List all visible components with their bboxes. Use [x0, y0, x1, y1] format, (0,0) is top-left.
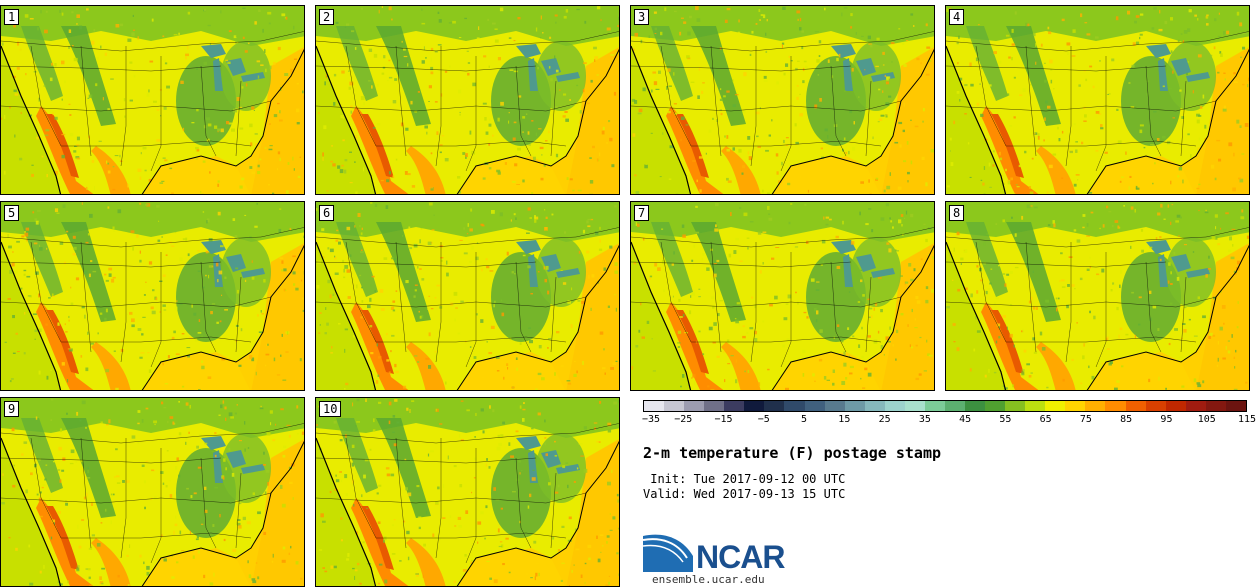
colorbar-tick-label: −15 [714, 414, 733, 425]
temperature-map [1, 6, 304, 194]
colorbar-tick-label: 75 [1079, 414, 1092, 425]
colorbar-segment [985, 401, 1006, 411]
colorbar-segment [784, 401, 805, 411]
colorbar-tick-labels: −35 −25 −15 −5 5 15 25 35 45 55 65 75 85 95 105 115 [641, 414, 1256, 428]
colorbar-segment [864, 401, 885, 411]
colorbar-tick-label: 85 [1120, 414, 1133, 425]
colorbar-tick-label: −35 [641, 414, 661, 425]
colorbar-tick-label: −5 [757, 414, 770, 425]
map-panel-4: 4 [945, 5, 1250, 195]
colorbar-tick-label: 15 [838, 414, 851, 425]
temperature-map [1, 398, 304, 586]
panel-number: 9 [4, 401, 20, 417]
panel-number: 6 [319, 205, 335, 221]
map-panel-7: 7 [630, 201, 935, 391]
colorbar-segment [1085, 401, 1106, 411]
temperature-map [1, 202, 304, 390]
temperature-colorbar [643, 400, 1247, 412]
colorbar-segment [704, 401, 725, 411]
colorbar-tick-label: 105 [1197, 414, 1216, 425]
init-time: Init: Tue 2017-09-12 00 UTC [643, 472, 846, 486]
colorbar-tick-label: 5 [801, 414, 808, 425]
colorbar-segment [1205, 401, 1226, 411]
valid-time: Valid: Wed 2017-09-13 15 UTC [643, 487, 846, 501]
temperature-map [316, 398, 619, 586]
temperature-map [631, 6, 934, 194]
map-panel-10: 10 [315, 397, 620, 587]
temperature-map [316, 6, 619, 194]
colorbar-tick-label: 95 [1160, 414, 1173, 425]
colorbar-tick-label: 25 [878, 414, 891, 425]
ncar-logo-icon [643, 534, 693, 572]
colorbar-segment [844, 401, 865, 411]
panel-number: 10 [319, 401, 342, 417]
map-panel-2: 2 [315, 5, 620, 195]
colorbar-segment [724, 401, 745, 411]
temperature-map [631, 202, 934, 390]
colorbar-segment [904, 401, 925, 411]
colorbar-segment [824, 401, 845, 411]
map-panel-9: 9 [0, 397, 305, 587]
colorbar-tick-label: 35 [918, 414, 931, 425]
panel-number: 8 [949, 205, 965, 221]
colorbar-tick-label: 65 [1039, 414, 1052, 425]
colorbar-segment [1165, 401, 1186, 411]
panel-number: 3 [634, 9, 650, 25]
colorbar-segment [1225, 401, 1246, 411]
colorbar-segment [764, 401, 785, 411]
ncar-wordmark: NCAR [696, 539, 785, 575]
map-panel-3: 3 [630, 5, 935, 195]
colorbar-segment [924, 401, 945, 411]
panel-number: 1 [4, 9, 20, 25]
map-panel-8: 8 [945, 201, 1250, 391]
colorbar-segment [1125, 401, 1146, 411]
figure-title: 2-m temperature (F) postage stamp [643, 444, 942, 462]
colorbar-segment [1045, 401, 1066, 411]
colorbar-segment [664, 401, 685, 411]
colorbar-segment [644, 401, 665, 411]
panel-number: 2 [319, 9, 335, 25]
colorbar-tick-label: −25 [674, 414, 693, 425]
colorbar-tick-label: 115 [1237, 414, 1257, 425]
colorbar-segment [1105, 401, 1126, 411]
colorbar-segment [1005, 401, 1026, 411]
panel-number: 5 [4, 205, 20, 221]
colorbar-segment [1145, 401, 1166, 411]
map-panel-6: 6 [315, 201, 620, 391]
temperature-map [316, 202, 619, 390]
temperature-map [946, 6, 1249, 194]
panel-number: 7 [634, 205, 650, 221]
colorbar-tick-label: 55 [999, 414, 1012, 425]
colorbar-segment [965, 401, 986, 411]
colorbar-segment [944, 401, 965, 411]
map-panel-1: 1 [0, 5, 305, 195]
panel-number: 4 [949, 9, 965, 25]
colorbar-segment [1185, 401, 1206, 411]
colorbar-tick-label: 45 [959, 414, 972, 425]
colorbar-segment [884, 401, 905, 411]
colorbar-segment [1025, 401, 1046, 411]
colorbar-segment [1065, 401, 1086, 411]
ensemble-url: ensemble.ucar.edu [652, 573, 765, 586]
temperature-map [946, 202, 1249, 390]
colorbar-segment [684, 401, 705, 411]
map-panel-5: 5 [0, 201, 305, 391]
colorbar-segment [744, 401, 765, 411]
colorbar-segment [804, 401, 825, 411]
